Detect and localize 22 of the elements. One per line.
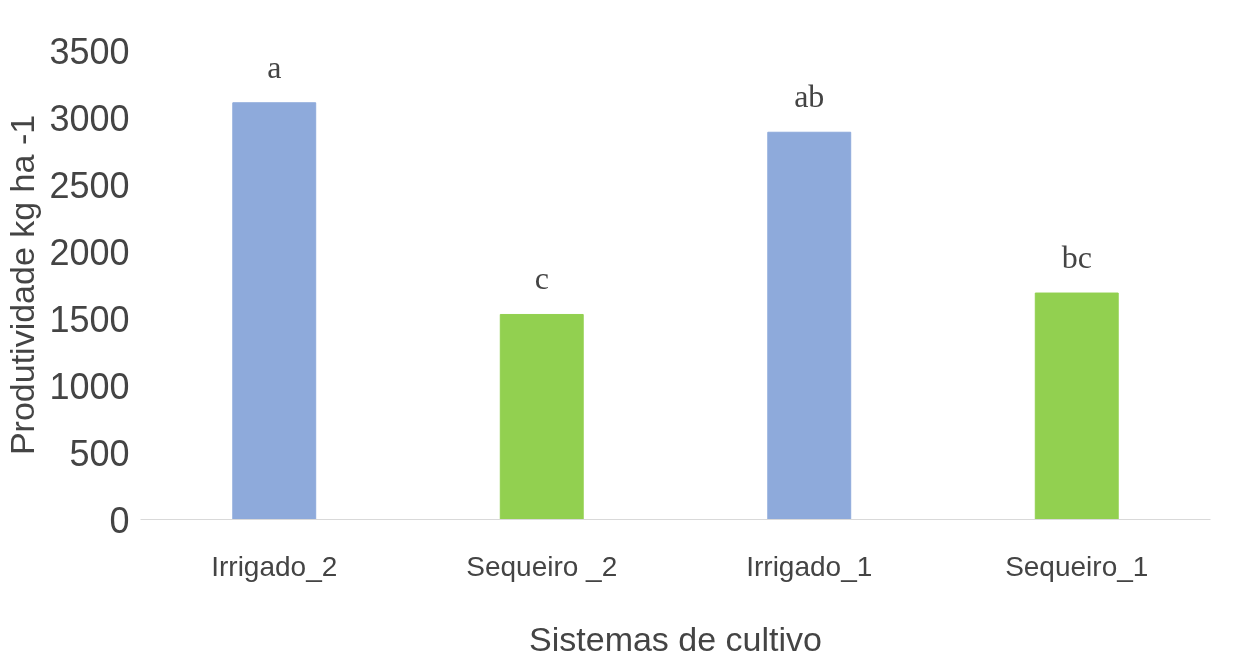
x-tick-label: Irrigado_2 (211, 550, 338, 582)
x-axis-title: Sistemas de cultivo (529, 619, 822, 658)
bar (499, 313, 584, 520)
annotation: bc (1061, 239, 1092, 276)
y-tick-label: 1500 (49, 298, 130, 340)
annotation: c (534, 260, 549, 297)
y-tick-label: 3000 (49, 97, 130, 139)
x-tick-label: Sequeiro _2 (466, 550, 618, 582)
annotation: a (267, 48, 282, 85)
x-tick-label: Sequeiro_1 (1005, 550, 1149, 582)
y-tick-label: 500 (69, 432, 130, 474)
x-tick-label: Irrigado_1 (746, 550, 873, 582)
y-tick-label: 3500 (49, 30, 130, 72)
y-tick-label: 2000 (49, 231, 130, 273)
annotation: ab (794, 78, 825, 115)
y-tick-label: 2500 (49, 164, 130, 206)
y-axis-title: Produtividade kg ha -1 (3, 114, 42, 456)
bar (232, 102, 317, 520)
bar (767, 131, 852, 520)
bar (1034, 292, 1119, 520)
y-tick-label: 0 (109, 499, 130, 541)
y-tick-label: 1000 (49, 365, 130, 407)
